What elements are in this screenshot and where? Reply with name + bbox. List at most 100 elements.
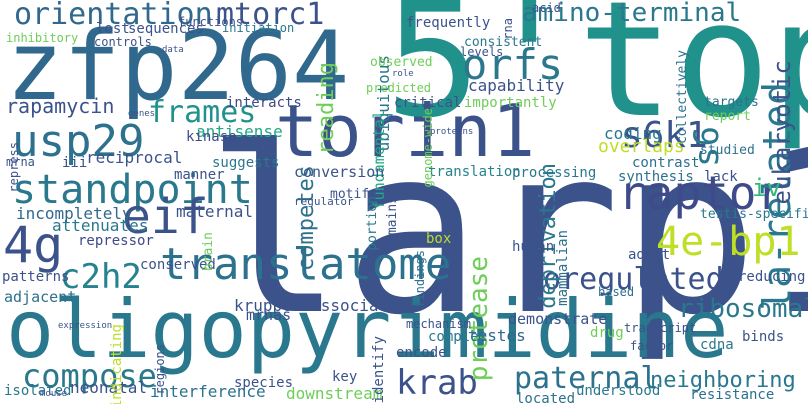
word-understood: understood	[576, 383, 661, 399]
word-levels: levels	[460, 45, 504, 59]
word-adult: adult	[628, 247, 671, 263]
word-observed: observed	[370, 55, 433, 70]
word-orientation: orientation	[14, 0, 213, 32]
word-suggests: suggests	[212, 155, 280, 171]
word-attenuates: attenuates	[52, 216, 149, 235]
word-factor: factor	[630, 339, 674, 353]
word-interference: interference	[150, 382, 266, 401]
word-critical: critical	[394, 95, 462, 111]
word-standpoint: standpoint	[12, 167, 253, 213]
word-oligopyrimidine: oligopyrimidine	[6, 283, 729, 376]
word-mrna: mrna	[6, 155, 35, 169]
word-proteins: proteins	[430, 127, 474, 137]
word-predicted: predicted	[366, 81, 432, 95]
word-iii: iii	[62, 155, 88, 171]
word-lack: lack	[704, 169, 738, 185]
word-4g: 4g	[3, 216, 64, 274]
word-targets: targets	[704, 95, 759, 110]
word-data: data	[162, 45, 184, 55]
word-species: species	[234, 375, 294, 391]
word-report: report	[704, 109, 751, 124]
word-compose: compose	[22, 357, 157, 395]
word-krab: krab	[396, 363, 478, 403]
word-expression: expression	[58, 321, 113, 331]
word-ribosomal: ribosomal	[678, 294, 808, 324]
word-genome-wide: genome-wide	[421, 108, 435, 188]
word-inhibitory: inhibitory	[6, 31, 79, 45]
word-box: box	[426, 231, 452, 247]
word-paternal: paternal	[514, 361, 659, 396]
word-iv: iv	[752, 174, 781, 202]
word-acid: acid	[532, 1, 561, 15]
word-transcript: transcript	[624, 321, 697, 335]
word-adjacent: adjacent	[4, 288, 77, 306]
word-studied: studied	[700, 143, 755, 158]
word-role: role	[392, 69, 414, 79]
word-identify: identify	[371, 336, 387, 404]
word-reading: reading	[314, 62, 339, 155]
word-patterns: patterns	[2, 269, 70, 285]
word-zfp264: zfp264	[6, 12, 350, 122]
word-resistance: resistance	[690, 387, 775, 403]
word-encode: encode	[396, 345, 447, 361]
word-genes: genes	[128, 109, 156, 119]
word-amino-terminal: amino-terminal	[522, 0, 742, 28]
word-based: based	[598, 285, 635, 299]
word-testis-specific: testis-specific	[700, 207, 808, 222]
word-initiation: initiation	[222, 21, 295, 35]
word-c2h2: c2h2	[60, 257, 142, 297]
word-human: human	[512, 239, 555, 255]
word-sequences: sequences	[128, 21, 204, 37]
word-antisense: antisense	[196, 122, 283, 141]
word-controls: controls	[94, 35, 152, 49]
word-demonstrate: demonstrate	[508, 310, 608, 328]
word-conserved: conserved	[140, 257, 216, 273]
word-processing: processing	[512, 165, 597, 181]
word-mrnas: mrnas	[246, 306, 292, 324]
word-neonatal: neonatal	[70, 378, 148, 397]
word-mechanism: mechanism	[406, 317, 472, 331]
word-testes: testes	[468, 326, 526, 345]
word-5top: 5'top	[385, 0, 808, 153]
word-indicating: indicating	[109, 324, 125, 404]
word-manner: manner	[174, 167, 225, 183]
word-contrast: contrast	[632, 155, 700, 171]
word-findings: findings	[413, 250, 427, 308]
word-overlaps: overlaps	[598, 136, 685, 157]
word-frequently: frequently	[406, 15, 491, 31]
word-translation: translation	[428, 164, 521, 180]
word-functions: functions	[178, 15, 244, 29]
word-drug: drug	[590, 325, 624, 341]
word-brain: brain	[201, 232, 216, 272]
word-conversion: conversion	[294, 163, 385, 181]
word-interacts: interacts	[226, 95, 302, 111]
word-usp29: usp29	[12, 116, 145, 167]
word-fundamental: fundamental	[370, 110, 388, 210]
word-kinase: kinase	[186, 129, 237, 145]
word-eif: eif	[122, 189, 209, 245]
word-mammalian: mammalian	[555, 230, 571, 306]
word-raptor: raptor	[618, 166, 785, 220]
word-capability: capability	[468, 76, 565, 95]
word-mtorc1: mtorc1	[216, 0, 325, 32]
word-orfs: orfs	[462, 40, 564, 89]
word-synthesis: synthesis	[618, 169, 694, 185]
word-key: key	[332, 369, 358, 385]
word-binds: binds	[742, 329, 785, 345]
word-motif: motif	[330, 187, 370, 202]
word-translatome: translatome	[160, 239, 452, 290]
word-incompletely: incompletely	[16, 204, 132, 223]
word-reducing: reducing	[738, 269, 806, 285]
word-domains: domains	[385, 196, 400, 251]
word-downstream: downstream	[286, 384, 383, 403]
word-cdna: cdna	[700, 337, 734, 353]
word-larp1: larp1	[205, 99, 808, 366]
word-neighboring: neighboring	[650, 368, 796, 393]
word-maternal: maternal	[176, 202, 254, 221]
word-rapamycin: rapamycin	[6, 94, 115, 118]
word-regions: regions	[153, 344, 167, 395]
word-mouse: mouse	[40, 389, 68, 399]
word-lost: lost	[96, 21, 130, 37]
word-coregulated: coregulated	[525, 262, 724, 297]
